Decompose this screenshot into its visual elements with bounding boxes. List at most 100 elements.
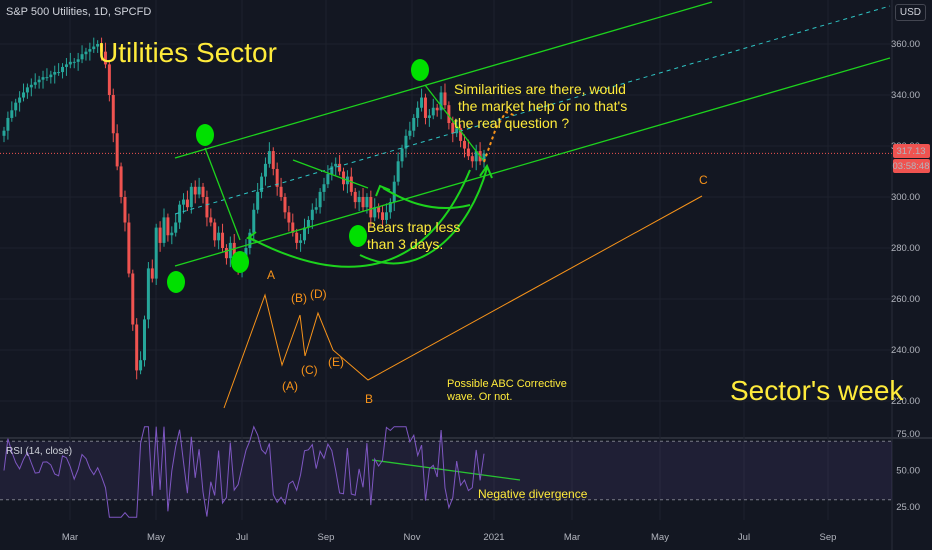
candle-body: [384, 212, 388, 220]
candle-body: [135, 324, 139, 371]
y-tick-label: 360.00: [891, 39, 920, 50]
pivot-dot: [411, 59, 429, 81]
countdown-value: 03:58:48: [893, 161, 930, 172]
candle-body: [201, 186, 205, 197]
candle-body: [260, 176, 264, 192]
candle-body: [474, 151, 478, 162]
candle-body: [279, 186, 283, 197]
candle-body: [330, 166, 334, 175]
candle-body: [72, 61, 76, 63]
candle-body: [146, 268, 150, 320]
candle-body: [205, 197, 209, 218]
candle-body: [2, 130, 6, 136]
candle-body: [193, 186, 197, 195]
candle-body: [131, 273, 135, 325]
candle-body: [248, 232, 252, 248]
candle-body: [443, 92, 447, 106]
candle-body: [41, 77, 45, 80]
candle-body: [357, 197, 361, 203]
candle-body: [166, 217, 170, 236]
candle-body: [302, 227, 306, 241]
candle-body: [416, 107, 420, 118]
wave-label-sub-c: (C): [301, 363, 318, 377]
candle-body: [53, 72, 57, 75]
candle-body: [185, 199, 189, 208]
pivot-dot: [231, 251, 249, 273]
candle-body: [100, 44, 104, 52]
candle-body: [162, 217, 166, 243]
candle-body: [174, 222, 178, 233]
candle-body: [107, 64, 111, 95]
candle-body: [310, 209, 314, 220]
candle-body: [197, 186, 201, 195]
abc-note-annotation: wave. Or not.: [446, 391, 512, 403]
candle-body: [392, 181, 396, 203]
candle-body: [400, 148, 404, 162]
title-annotation: Utilities Sector: [98, 37, 277, 68]
candle-body: [439, 92, 443, 111]
candle-body: [232, 242, 236, 259]
candle-body: [209, 217, 213, 223]
x-tick-label: Mar: [564, 532, 580, 543]
sector-week-annotation: Sector's week: [730, 375, 904, 406]
candle-body: [252, 209, 256, 233]
candle-body: [423, 97, 427, 118]
candle-body: [287, 212, 291, 223]
candle-body: [115, 133, 119, 167]
candle-body: [322, 184, 326, 192]
candle-body: [306, 219, 310, 228]
x-tick-label: Jul: [738, 532, 750, 543]
bears-trap-annotation: Bears trap less: [367, 219, 460, 235]
last-price-value: 317.13: [896, 146, 925, 157]
candle-body: [84, 51, 88, 55]
pivot-dot: [196, 124, 214, 146]
x-tick-label: Sep: [820, 532, 837, 543]
candle-body: [291, 222, 295, 233]
candle-body: [154, 227, 158, 279]
rsi-tick-label: 75.00: [896, 429, 920, 440]
candle-body: [408, 130, 412, 136]
candle-body: [37, 79, 41, 83]
arrow-head: [375, 184, 391, 197]
candle-body: [466, 148, 470, 157]
wave-label-b: B: [365, 392, 373, 406]
y-tick-label: 220.00: [891, 396, 920, 407]
fractal-line: [204, 147, 241, 241]
x-tick-label: Nov: [404, 532, 421, 543]
candle-body: [92, 46, 96, 50]
y-tick-label: 260.00: [891, 294, 920, 305]
candle-body: [182, 199, 186, 205]
wave-label-sub-b: (B): [291, 291, 307, 305]
candle-body: [396, 161, 400, 182]
x-tick-label: Jul: [236, 532, 248, 543]
candle-body: [369, 197, 373, 218]
candle-body: [61, 66, 65, 73]
candle-body: [217, 232, 221, 241]
candle-body: [68, 61, 72, 65]
candle-body: [373, 207, 377, 218]
x-tick-label: Sep: [318, 532, 335, 543]
candle-body: [64, 64, 68, 67]
currency-button[interactable]: USD: [894, 4, 926, 21]
candle-body: [96, 44, 100, 47]
candle-body: [462, 140, 466, 149]
y-tick-label: 340.00: [891, 90, 920, 101]
candle-body: [263, 163, 267, 177]
candle-body: [256, 191, 260, 210]
candle-body: [431, 107, 435, 116]
candle-body: [420, 97, 424, 108]
candle-body: [451, 123, 455, 134]
y-tick-label: 300.00: [891, 192, 920, 203]
candle-body: [25, 87, 29, 93]
candle-body: [338, 163, 342, 172]
candle-body: [18, 97, 22, 103]
wave-label-sub-a: (A): [282, 379, 298, 393]
candle-body: [158, 227, 162, 243]
candle-body: [447, 105, 451, 124]
candle-body: [221, 232, 225, 248]
candle-body: [6, 117, 10, 131]
last-price-badge: [893, 144, 930, 158]
candle-body: [353, 191, 357, 203]
candle-body: [482, 153, 486, 162]
